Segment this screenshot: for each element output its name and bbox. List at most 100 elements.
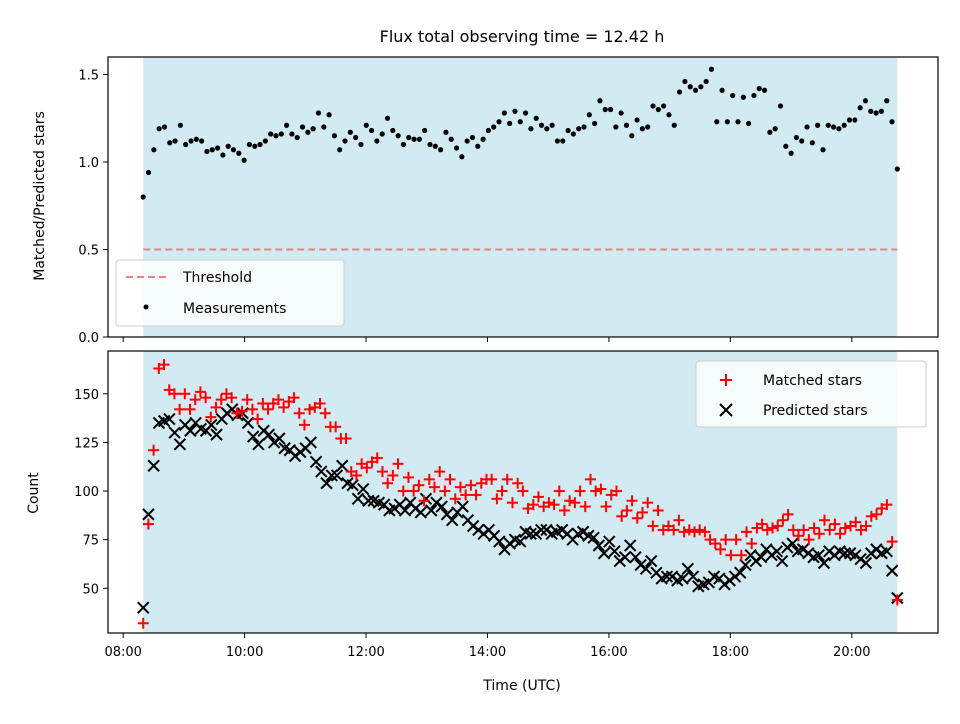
matched-point bbox=[610, 485, 622, 497]
predicted-point bbox=[241, 416, 255, 430]
matched-point bbox=[584, 473, 596, 485]
measurement-point bbox=[613, 124, 619, 130]
measurement-point bbox=[257, 141, 263, 148]
predicted-point bbox=[262, 428, 276, 441]
matched-point bbox=[470, 489, 482, 501]
matched-point bbox=[194, 386, 206, 398]
measurement-point bbox=[522, 110, 529, 116]
matched-point bbox=[720, 534, 732, 546]
measurement-point bbox=[868, 108, 874, 114]
measurement-point bbox=[422, 127, 428, 134]
measurement-point bbox=[761, 87, 768, 93]
matched-point bbox=[330, 421, 342, 433]
matched-point bbox=[636, 506, 648, 518]
predicted-point bbox=[880, 545, 894, 558]
y-tick-label: 100 bbox=[74, 485, 99, 500]
top-legend-box bbox=[115, 259, 345, 327]
measurement-point bbox=[273, 133, 279, 139]
measurement-point bbox=[326, 112, 332, 118]
matched-point bbox=[371, 452, 383, 464]
measurement-point bbox=[363, 122, 369, 128]
predicted-point bbox=[817, 556, 831, 570]
matched-point bbox=[501, 473, 513, 485]
predicted-point bbox=[686, 570, 700, 583]
legend-matched-swatch bbox=[720, 374, 732, 386]
matched-point bbox=[288, 392, 300, 404]
measurement-point bbox=[480, 136, 486, 142]
measurement-point bbox=[597, 98, 603, 104]
matched-point bbox=[616, 510, 628, 522]
measurement-point bbox=[894, 166, 900, 172]
measurement-point bbox=[501, 110, 507, 116]
matched-point bbox=[740, 526, 752, 538]
predicted-point bbox=[163, 412, 176, 426]
measurement-point bbox=[225, 143, 231, 149]
matched-point bbox=[730, 534, 742, 546]
matched-point bbox=[590, 485, 602, 497]
predicted-point bbox=[147, 459, 160, 472]
measurement-point bbox=[315, 110, 322, 116]
measurement-point bbox=[783, 143, 789, 149]
measurement-point bbox=[278, 131, 284, 137]
predicted-point bbox=[608, 545, 621, 558]
matched-point bbox=[517, 485, 529, 497]
measurement-point bbox=[485, 127, 492, 134]
bottom-legend-box bbox=[695, 360, 927, 428]
measurement-point bbox=[538, 122, 545, 128]
matched-point bbox=[860, 520, 872, 532]
x-tick-label: 16:00 bbox=[590, 645, 627, 660]
predicted-point bbox=[419, 492, 433, 506]
measurement-point bbox=[358, 141, 364, 148]
measurement-point bbox=[491, 124, 497, 130]
measurement-point bbox=[161, 124, 168, 130]
x-axis-label: Time (UTC) bbox=[482, 678, 560, 694]
measurement-point bbox=[512, 108, 518, 114]
measurement-point bbox=[411, 136, 417, 142]
measurement-point bbox=[400, 141, 407, 148]
measurement-point bbox=[687, 84, 693, 90]
predicted-point bbox=[435, 500, 448, 513]
chart-title: Flux total observing time = 12.42 h bbox=[380, 27, 665, 46]
matched-point bbox=[678, 526, 690, 538]
matched-point bbox=[408, 485, 420, 497]
measurement-point bbox=[793, 134, 800, 141]
measurement-point bbox=[873, 110, 879, 116]
matched-point bbox=[200, 392, 212, 404]
matched-point bbox=[668, 524, 680, 536]
matched-point bbox=[418, 495, 430, 507]
matched-point bbox=[158, 359, 170, 371]
top-legend: Threshold Measurements bbox=[115, 259, 345, 327]
measurement-point bbox=[209, 147, 215, 153]
matched-point bbox=[174, 403, 186, 415]
measurement-point bbox=[406, 134, 412, 141]
matched-point bbox=[434, 466, 446, 478]
y-tick-label: 150 bbox=[74, 388, 99, 403]
predicted-points bbox=[137, 403, 904, 614]
predicted-point bbox=[246, 430, 260, 443]
matched-point bbox=[460, 489, 472, 501]
measurement-point bbox=[252, 143, 258, 149]
matched-point bbox=[376, 466, 388, 478]
measurement-point bbox=[390, 127, 396, 134]
measurement-points bbox=[140, 66, 900, 200]
matched-point bbox=[304, 403, 316, 415]
predicted-point bbox=[885, 564, 899, 577]
measurement-point bbox=[570, 131, 576, 137]
measurement-point bbox=[714, 119, 720, 125]
predicted-point bbox=[624, 539, 637, 552]
measurement-point bbox=[565, 127, 571, 134]
matched-point bbox=[688, 526, 700, 538]
predicted-point bbox=[618, 550, 632, 564]
predicted-point bbox=[514, 535, 527, 548]
measurement-point bbox=[671, 122, 677, 128]
measurement-point bbox=[140, 194, 146, 200]
predicted-point bbox=[734, 566, 747, 579]
predicted-point bbox=[351, 492, 365, 506]
measurement-point bbox=[809, 140, 815, 146]
matched-point bbox=[361, 462, 373, 474]
matched-point bbox=[314, 398, 326, 410]
measurement-point bbox=[554, 138, 561, 144]
measurement-point bbox=[246, 141, 253, 148]
measurement-point bbox=[862, 98, 869, 104]
top-y-ticks: 0.0 0.5 1.0 1.5 bbox=[78, 69, 108, 346]
